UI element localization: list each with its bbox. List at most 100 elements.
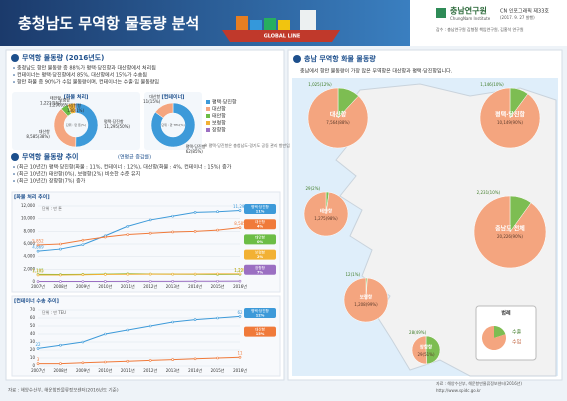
data-point (104, 360, 107, 364)
bullet-text: 컨테이너는 평택·당진항에서 85%, 대산항에서 15%가 수송됨 (17, 72, 147, 79)
bullet-text: 충청남도 항만 물동량 중 88%가 평택·당진항과 대산항에서 처리됨 (17, 65, 156, 72)
data-label: 62 (237, 310, 243, 315)
legend-label: 대산항 (212, 106, 226, 113)
header-right (410, 0, 567, 46)
section-icon (293, 55, 301, 63)
pie-label-major: 1,208(99%) (354, 302, 378, 307)
donut-category: 장항항 (70, 102, 81, 108)
data-point (193, 211, 197, 214)
donut-title: [화물 처리] (64, 94, 89, 101)
data-label: 11 (237, 351, 243, 356)
x-tick-label: 2014년 (188, 367, 202, 373)
growth-name: 대산항 (255, 327, 266, 332)
donut-slice (154, 102, 174, 119)
y-tick-label: 2,000 (24, 266, 36, 271)
pie-slice (411, 335, 428, 365)
donut-slice (150, 102, 196, 148)
bullet-dot (13, 180, 15, 182)
donut-category: 보령항 (59, 97, 70, 103)
data-point (193, 357, 197, 361)
map-subtitle: 충남에서 항만 물동량이 가장 많은 무역항은 대산항과 평택·당진항입니다. (300, 68, 453, 75)
data-point (171, 358, 174, 361)
donut-value-label: 1,290(6%) (49, 103, 70, 108)
map-source: 자료 : 해양수산부, 해운항만물류정보센터(2016년) (436, 380, 522, 386)
data-point (171, 272, 174, 276)
data-point (104, 332, 107, 336)
data-label: 1,105 (32, 269, 44, 274)
note: ※ 평택·당진항은 충청남도·경기도 공동 관리 항만임 (204, 142, 290, 148)
y-tick-label: 10 (30, 355, 36, 360)
data-point (148, 218, 152, 222)
pie-slice (479, 87, 541, 149)
x-tick-label: 2010년 (98, 367, 112, 373)
port-name: 충남도 전체 (495, 225, 525, 233)
source: 자료 : 해양수산부, 해운항만물류정보센터(2016년도 기준) (8, 387, 119, 394)
data-label: 5,852 (32, 238, 44, 243)
data-point (36, 249, 40, 253)
pie-label-minor: 2,231(10%) (477, 190, 501, 195)
data-point (81, 361, 85, 365)
legend-label: 평택·당진항 (212, 99, 237, 106)
growth-value: 7% (257, 270, 264, 274)
data-point (216, 272, 219, 276)
section-icon (11, 153, 19, 161)
header-band (0, 0, 410, 46)
data-point (59, 242, 62, 246)
x-tick-label: 2013년 (166, 283, 180, 289)
chart-title: [화물 처리 추이] (14, 194, 50, 201)
x-tick-label: 2015년 (211, 367, 225, 373)
y-tick-label: 0 (32, 363, 35, 368)
data-point (126, 359, 130, 363)
port-name: 장항항 (420, 344, 433, 351)
data-point (81, 340, 85, 344)
donut-category: 대산항 (39, 128, 50, 134)
y-tick-label: 70 (30, 307, 36, 312)
map-url: http://www.spidc.go.kr (436, 388, 481, 393)
y-tick-label: 40 (30, 331, 36, 336)
series-line (37, 273, 241, 276)
series-line (37, 227, 241, 246)
data-label: 22 (35, 342, 41, 347)
x-tick-label: 2011년 (121, 283, 135, 289)
legend-label: 수입 (512, 339, 521, 346)
donut-panel (12, 92, 140, 150)
legend-swatch (206, 100, 210, 104)
data-point (171, 230, 174, 234)
ship-label: GLOBAL LINE (264, 34, 301, 40)
chart-panel (11, 295, 281, 377)
y-tick-label: 30 (30, 339, 36, 344)
data-point (216, 279, 219, 283)
data-point (171, 280, 174, 283)
data-point (81, 273, 85, 277)
legend-swatch (482, 326, 506, 351)
x-tick-label: 2011년 (121, 367, 135, 373)
legend-swatch (494, 326, 506, 338)
y-tick-label: 4,000 (24, 254, 36, 259)
port-name: 대산항 (330, 111, 347, 119)
data-point (104, 235, 107, 239)
data-point (126, 272, 130, 276)
data-point (59, 343, 62, 347)
pie-label-minor: 1,025(12%) (308, 82, 332, 87)
pie-label-minor: 12(1%) (346, 272, 361, 277)
port-name: 평택·당진항 (495, 111, 525, 119)
growth-value: 12% (256, 314, 265, 318)
review: 감수 : 충남연구원 김형철 책임연구원, 김홍석 연구원 (436, 26, 524, 32)
data-point (193, 272, 197, 276)
issue: CN 인포그래픽 제33호 (500, 8, 549, 15)
x-tick-label: 2010년 (98, 283, 112, 289)
donut-category: 평택·당진항 (104, 118, 124, 124)
growth-name: 보령항 (255, 250, 266, 255)
data-point (238, 315, 242, 318)
x-tick-label: 2009년 (76, 283, 90, 289)
chart-title: [컨테이너 수송 추이] (14, 298, 59, 305)
y-tick-label: 12,000 (21, 203, 35, 208)
data-point (36, 362, 40, 365)
x-tick-label: 2007년 (31, 283, 45, 289)
bullet-text: 항만 화물 중 90%가 수입 물동량이며, 컨테이너는 수출·입 물동량임 (17, 79, 159, 86)
x-tick-label: 2009년 (76, 367, 90, 373)
pie-label-minor: 1,146(10%) (480, 82, 504, 87)
donut-category: 대산항 (149, 93, 160, 99)
data-point (148, 231, 152, 235)
